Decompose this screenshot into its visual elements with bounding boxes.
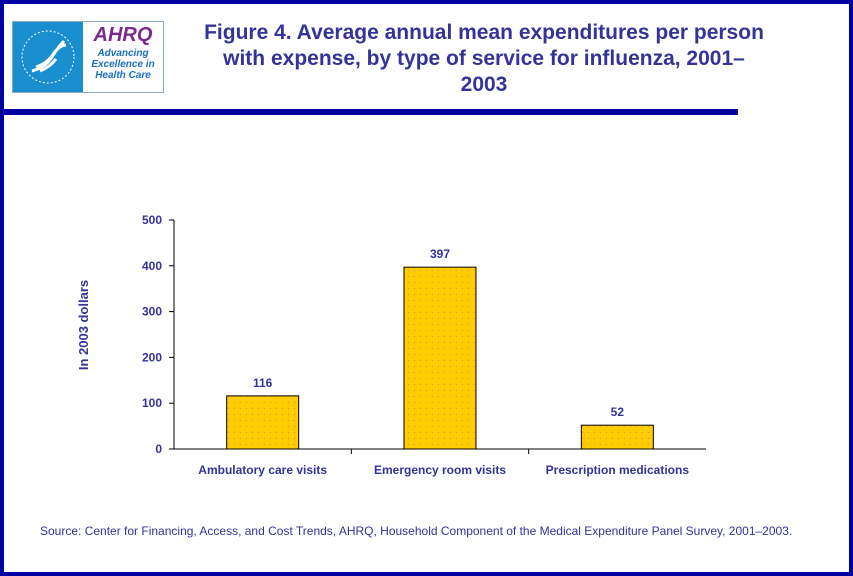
x-tick-label: Ambulatory care visits [198,463,327,477]
data-label: 397 [430,247,450,261]
y-tick-label: 100 [142,396,162,410]
header-divider [4,109,738,115]
y-tick-label: 200 [142,350,162,364]
hhs-eagle-icon [13,22,83,92]
data-label: 52 [611,405,625,419]
bar [403,266,477,450]
x-tick-label: Emergency room visits [374,463,506,477]
bar [580,424,654,450]
data-label: 116 [253,376,273,390]
y-tick-label: 0 [155,442,162,456]
y-tick-label: 500 [142,213,162,227]
chart-title: Figure 4. Average annual mean expenditur… [204,21,764,96]
bar-chart: In 2003 dollars 0 100 200 300 400 500 116 Ambu… [76,213,706,477]
y-axis-label: In 2003 dollars [76,280,91,370]
x-tick-label: Prescription medications [546,463,690,477]
y-tick-label: 300 [142,305,162,319]
ahrq-logo: AHRQ Advancing Excellence in Health Care [12,21,164,93]
source-note: Source: Center for Financing, Access, an… [40,524,793,538]
ahrq-wordmark: AHRQ [93,24,153,46]
y-tick-label: 400 [142,259,162,273]
bar [226,395,300,450]
ahrq-tagline: Advancing Excellence in Health Care [91,48,155,81]
